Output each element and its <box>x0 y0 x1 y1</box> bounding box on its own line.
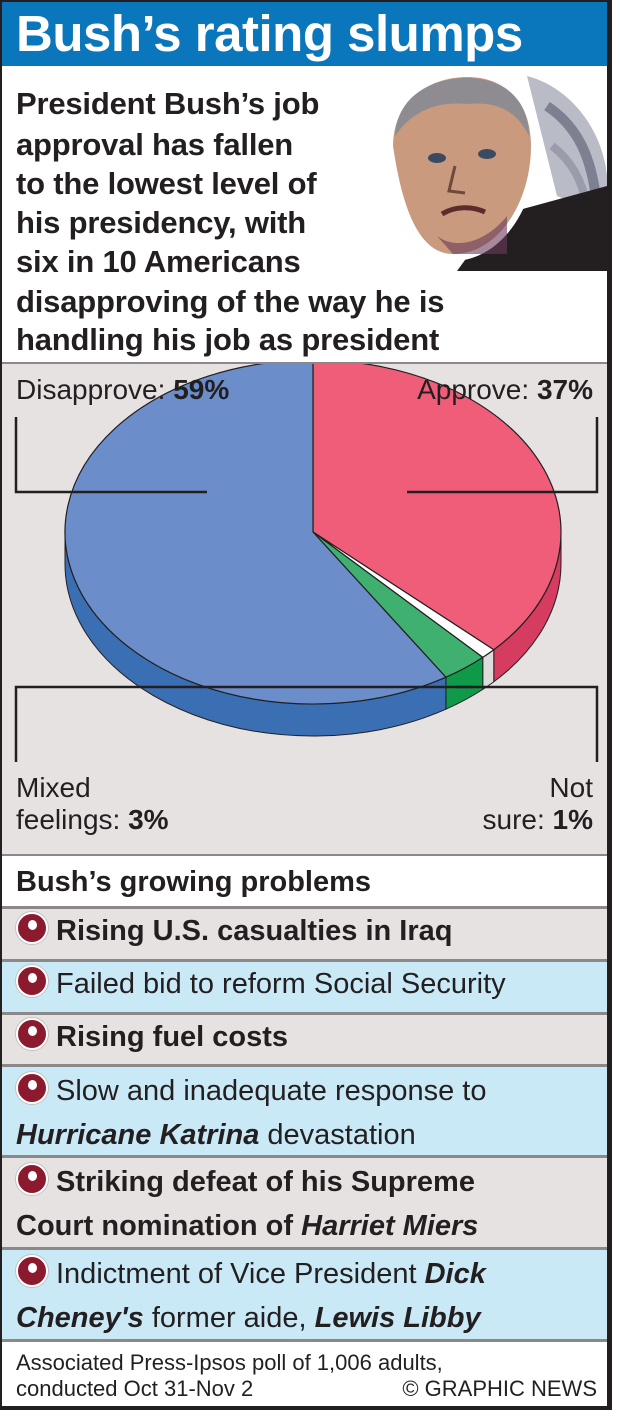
label-value: 3% <box>128 804 169 835</box>
leader-line-mixed <box>14 685 472 762</box>
label-text: Disapprove: <box>16 374 166 405</box>
intro-line: approval has fallen <box>16 127 294 162</box>
problem-item: Striking defeat of his Supreme Court nom… <box>2 1155 607 1247</box>
problem-text: Court nomination of <box>16 1210 302 1242</box>
intro-line: disapproving of the way he is <box>16 284 445 319</box>
intro-line: six in 10 Americans <box>16 244 301 279</box>
label-disapprove: Disapprove: 59% <box>16 374 229 406</box>
leader-line-approve <box>407 417 599 494</box>
problem-text-emphasis: Harriet Miers <box>301 1210 479 1242</box>
credit: © GRAPHIC NEWS <box>402 1376 597 1401</box>
problems-heading: Bush’s growing problems <box>2 854 607 906</box>
problem-text: Striking defeat of his Supreme <box>56 1166 475 1198</box>
bullet-icon <box>16 1072 48 1104</box>
label-text: Mixed <box>16 772 91 803</box>
pie-chart-section: Disapprove: 59% Approve: 37% Mixed feelin… <box>2 362 607 856</box>
problem-item: Slow and inadequate response to Hurrican… <box>2 1064 607 1155</box>
problem-text: devastation <box>259 1119 416 1151</box>
pie-slice-approve <box>312 364 562 651</box>
intro-line: President Bush’s job <box>16 86 320 121</box>
label-text: feelings: <box>16 804 121 835</box>
problem-text-emphasis: Cheney's <box>16 1302 144 1334</box>
source-line: Associated Press-Ipsos poll of 1,006 adu… <box>16 1350 443 1375</box>
problem-item: Rising U.S. casualties in Iraq <box>2 906 607 959</box>
problem-text: Slow and inadequate response to <box>56 1075 487 1107</box>
leader-line-disapprove <box>14 417 207 494</box>
problem-item: Indictment of Vice President Dick Cheney… <box>2 1247 607 1339</box>
intro-line: handling his job as president <box>16 322 440 357</box>
problem-text: Failed bid to reform Social Security <box>56 968 506 1000</box>
bullet-icon <box>16 965 48 997</box>
problem-text: Rising U.S. casualties in Iraq <box>56 915 453 947</box>
leader-line-notsure <box>457 685 599 762</box>
bullet-icon <box>16 1163 48 1195</box>
problem-text-emphasis: Hurricane Katrina <box>16 1119 260 1151</box>
problem-text: Rising fuel costs <box>56 1021 289 1053</box>
label-mixed: Mixed feelings: 3% <box>16 772 169 836</box>
pie-chart <box>14 364 599 762</box>
label-value: 1% <box>552 804 593 835</box>
intro-line: his presidency, with <box>16 205 307 240</box>
problem-item: Rising fuel costs <box>2 1012 607 1064</box>
problem-text-emphasis: Dick <box>424 1258 486 1290</box>
problem-text: former aide, <box>143 1302 315 1334</box>
problem-text-emphasis: Lewis Libby <box>314 1302 481 1334</box>
label-value: 59% <box>173 374 230 405</box>
source-line: conducted Oct 31-Nov 2 <box>16 1376 254 1401</box>
president-portrait-icon <box>387 71 607 271</box>
label-text: Approve: <box>417 374 530 405</box>
intro-line: to the lowest level of <box>16 166 317 201</box>
page-title: Bush’s rating slumps <box>2 2 607 66</box>
intro-section: President Bush’s job approval has fallen… <box>2 66 607 362</box>
leader-lines <box>14 417 599 762</box>
footer: Associated Press-Ipsos poll of 1,006 adu… <box>2 1339 607 1406</box>
pie-slice-disapprove <box>64 364 447 705</box>
label-text: sure: <box>482 804 545 835</box>
label-notsure: Not sure: 1% <box>483 772 594 836</box>
label-value: 37% <box>536 374 593 405</box>
problem-text: Indictment of Vice President <box>56 1258 425 1290</box>
bullet-icon <box>16 1018 48 1050</box>
bullet-icon <box>16 1255 48 1287</box>
problem-item: Failed bid to reform Social Security <box>2 959 607 1012</box>
bullet-icon <box>16 912 48 944</box>
label-approve: Approve: 37% <box>417 374 593 406</box>
label-text: Not <box>549 772 593 803</box>
